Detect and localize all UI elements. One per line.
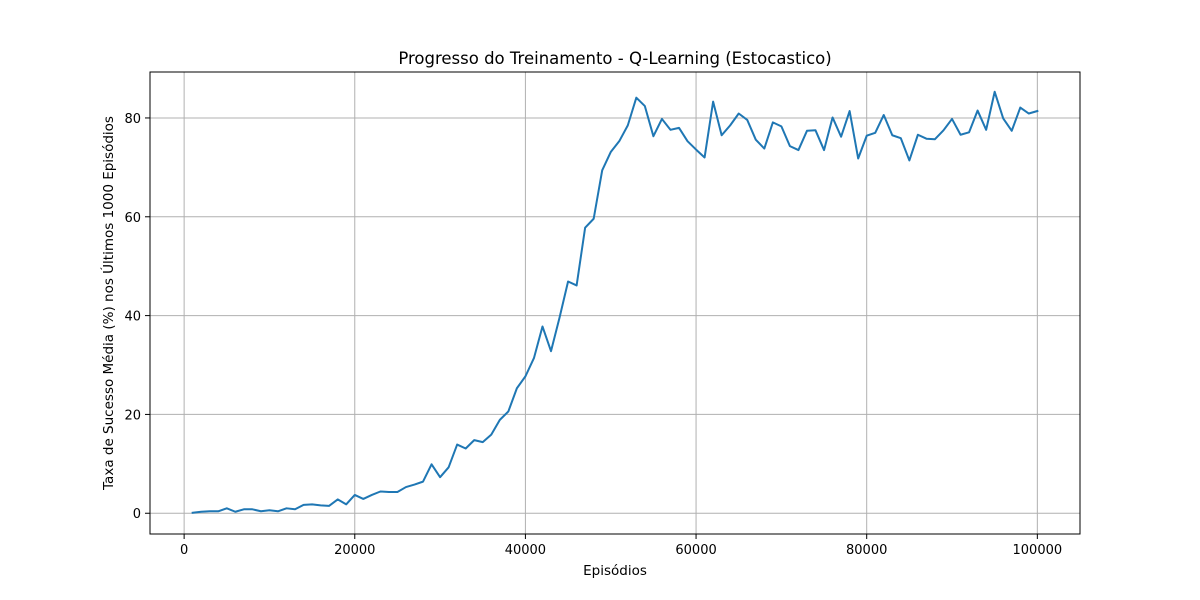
x-axis-label: Episódios — [583, 563, 647, 579]
x-tick-label: 100000 — [1013, 543, 1063, 558]
y-tick-label: 0 — [133, 507, 141, 522]
x-axis: 0 20000 40000 60000 80000 100000 — [180, 534, 1062, 558]
plot-area-frame — [149, 71, 1081, 535]
x-tick-label: 60000 — [675, 543, 716, 558]
y-tick-label: 40 — [124, 310, 141, 325]
y-tick-label: 20 — [124, 408, 141, 423]
chart-title: Progresso do Treinamento - Q-Learning (E… — [398, 49, 831, 68]
y-tick-label: 80 — [124, 112, 141, 127]
grid — [150, 72, 1080, 534]
x-tick-label: 0 — [180, 543, 188, 558]
series-line — [191, 90, 1039, 514]
x-tick-label: 40000 — [505, 543, 546, 558]
y-axis: 0 20 40 60 80 — [124, 112, 150, 522]
x-tick-label: 80000 — [846, 543, 887, 558]
y-axis-label: Taxa de Sucesso Média (%) nos Últimos 10… — [99, 116, 117, 491]
y-tick-label: 60 — [124, 211, 141, 226]
x-tick-label: 20000 — [334, 543, 375, 558]
